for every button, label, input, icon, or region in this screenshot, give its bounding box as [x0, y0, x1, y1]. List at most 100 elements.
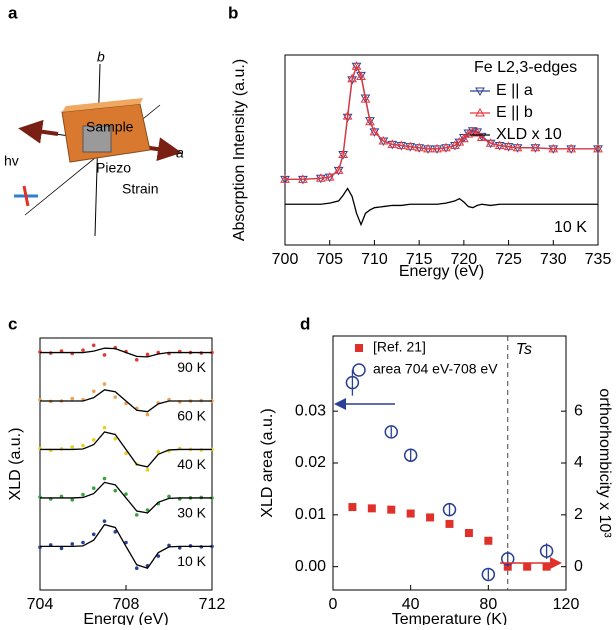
marker [512, 142, 523, 152]
fit-line [40, 481, 212, 514]
marker [476, 132, 487, 142]
marker [298, 174, 308, 183]
marker [378, 135, 389, 145]
panel-a: a b a Sample Piezo hv Strain [4, 3, 184, 237]
marker [324, 172, 335, 181]
line [285, 64, 598, 181]
x-tick-label: 0 [329, 596, 338, 613]
fit-line [40, 431, 212, 468]
panel-label: a [8, 3, 18, 22]
legend-label: E || b [496, 104, 533, 121]
marker [593, 143, 603, 153]
panel-label: c [8, 314, 17, 333]
x-tick-label: 705 [316, 251, 343, 268]
marker [406, 509, 415, 518]
marker [102, 353, 107, 357]
panel-label: b [228, 3, 238, 22]
marker [501, 552, 515, 566]
marker [124, 451, 128, 456]
marker [102, 382, 107, 386]
x-tick-label: 710 [361, 251, 388, 268]
marker [442, 502, 457, 517]
axis-label: b [97, 49, 105, 65]
marker [113, 530, 118, 534]
marker [102, 425, 107, 430]
marker [360, 94, 371, 103]
series-label: 40 K [177, 456, 206, 472]
y2-tick-label: 4 [574, 454, 583, 471]
y-tick-label: 0.01 [295, 506, 326, 523]
annotation: Ts [516, 341, 532, 358]
x-tick-label: 40 [402, 596, 420, 613]
marker [156, 450, 161, 454]
fit-line [40, 523, 212, 569]
plot-frame [284, 54, 599, 246]
marker [124, 540, 128, 545]
x-axis-label: Temperature (K) [392, 611, 508, 625]
marker [91, 389, 96, 394]
y-tick-label: 0.00 [295, 558, 326, 575]
marker [338, 149, 348, 159]
marker [484, 536, 493, 545]
marker [464, 528, 473, 537]
marker [472, 128, 483, 137]
marker [445, 519, 454, 528]
marker [414, 142, 425, 152]
label: Piezo [96, 160, 131, 176]
marker [365, 116, 375, 126]
line [285, 64, 598, 181]
series-label: 10 K [177, 553, 206, 569]
y2-tick-label: 2 [574, 506, 583, 523]
annotation: 10 K [554, 219, 587, 236]
marker [156, 554, 161, 558]
marker [530, 142, 541, 152]
marker [280, 174, 290, 183]
marker [423, 143, 433, 153]
marker [91, 486, 96, 491]
marker [387, 505, 396, 514]
marker [523, 562, 532, 571]
marker [405, 141, 416, 151]
marker [348, 503, 357, 512]
marker [384, 425, 398, 439]
x-tick-label: 712 [199, 596, 226, 613]
fit-line [40, 389, 212, 413]
marker [503, 141, 514, 151]
marker [542, 562, 551, 571]
x-tick-label: 720 [451, 251, 478, 268]
marker [70, 498, 75, 502]
y2-tick-label: 6 [574, 402, 583, 419]
x-tick-label: 120 [553, 596, 580, 613]
y-tick-label: 0.03 [295, 402, 326, 419]
marker [134, 513, 139, 517]
strain-arrow [149, 137, 182, 162]
piezo-top [62, 98, 143, 112]
marker [387, 139, 398, 148]
marker [475, 87, 485, 97]
legend-marker [355, 344, 363, 352]
marker [432, 143, 442, 153]
marker [91, 437, 96, 442]
marker [396, 140, 407, 149]
marker [81, 348, 85, 352]
marker [81, 492, 85, 497]
marker [403, 448, 418, 462]
y2-axis-label: orthorhombicity x 10³ [596, 388, 613, 538]
x-tick-label: 708 [113, 596, 140, 613]
marker [81, 443, 85, 448]
marker [145, 352, 150, 357]
marker [91, 532, 96, 537]
marker [426, 513, 435, 522]
marker [369, 126, 380, 136]
marker [81, 540, 85, 545]
x-tick-label: 715 [406, 251, 433, 268]
y-tick-label: 0.02 [295, 454, 326, 471]
marker [113, 437, 118, 441]
strain-arrow [18, 119, 59, 144]
x-tick-label: 730 [540, 251, 567, 268]
x-tick-label: 735 [585, 251, 612, 268]
marker [113, 395, 118, 399]
line [285, 187, 598, 227]
marker [167, 494, 171, 499]
